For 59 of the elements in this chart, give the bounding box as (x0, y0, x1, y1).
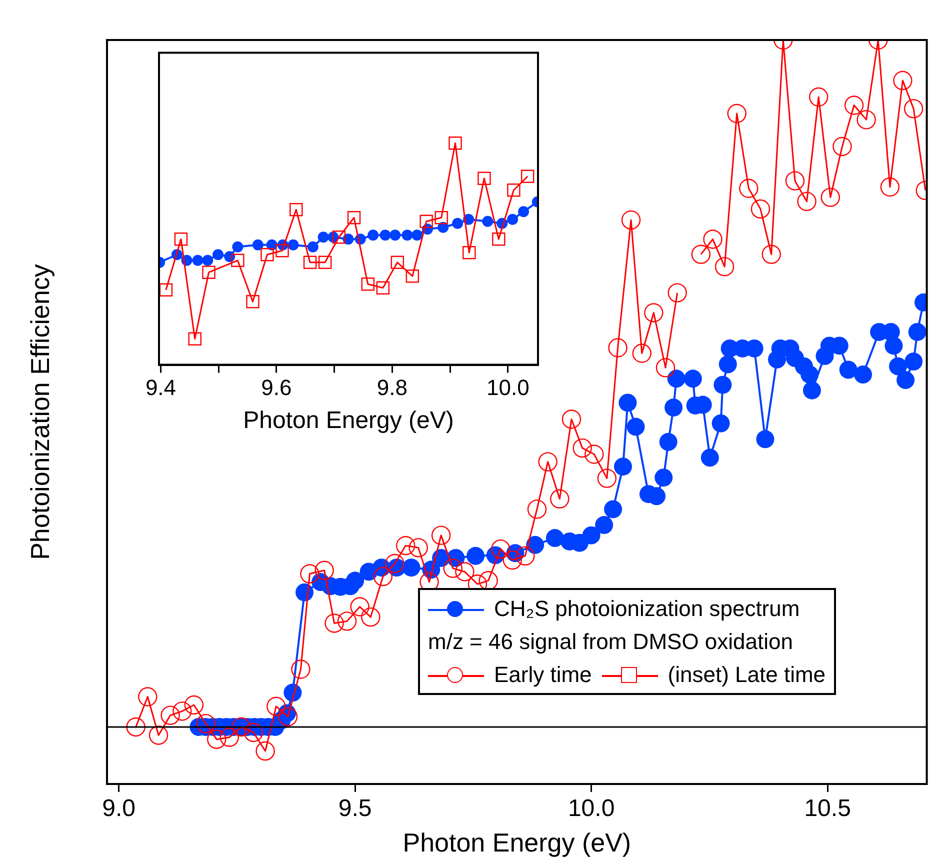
x-tick-label: 9.8 (376, 375, 408, 400)
point (332, 230, 346, 244)
point (246, 295, 260, 308)
point (342, 234, 354, 245)
x-tick-label: 10.0 (568, 795, 615, 822)
point (507, 214, 518, 225)
x-tick-label: 9.6 (261, 375, 292, 400)
point (307, 241, 318, 252)
point (252, 239, 264, 250)
point (462, 246, 476, 260)
point (412, 230, 423, 241)
point (188, 332, 202, 346)
point (518, 206, 530, 218)
point (260, 248, 274, 262)
point (361, 278, 374, 291)
x-tick-label: 10.0 (486, 375, 530, 400)
point (288, 239, 299, 250)
point (368, 230, 379, 241)
legend-label: CH₂S photoionization spectrum (494, 596, 800, 621)
point (452, 218, 464, 229)
point (192, 254, 204, 266)
x-axis-title: Photon Energy (eV) (243, 407, 454, 434)
legend-title: m/z = 46 signal from DMSO oxidation (428, 628, 794, 656)
point (231, 254, 244, 268)
point (303, 256, 317, 270)
point (318, 256, 332, 270)
point (438, 222, 449, 233)
point (290, 203, 303, 216)
x-axis-title: Photon Energy (eV) (402, 828, 632, 858)
x-tick-label: 9.4 (145, 375, 176, 400)
point (406, 270, 420, 283)
point (347, 211, 361, 224)
point (390, 256, 404, 270)
point (520, 170, 534, 183)
y-axis-title: Photoionization Efficiency (25, 264, 56, 560)
point (448, 136, 462, 150)
point (202, 266, 216, 279)
point (478, 172, 491, 185)
point (159, 283, 173, 296)
point (402, 230, 413, 241)
point (174, 232, 188, 246)
point (380, 230, 391, 241)
point (390, 230, 401, 241)
point (212, 249, 224, 260)
point (420, 214, 433, 228)
point (376, 281, 390, 294)
legend-label: (inset) Late time (668, 662, 826, 687)
x-tick-label: 10.5 (804, 795, 851, 822)
point (232, 241, 244, 252)
point (202, 254, 214, 266)
point (482, 216, 494, 227)
point (318, 232, 329, 243)
x-tick-label: 9.5 (338, 795, 372, 822)
legend-label: Early time (494, 662, 592, 687)
point (276, 244, 289, 258)
point (492, 232, 506, 246)
point (507, 184, 520, 197)
x-tick-label: 9.0 (102, 795, 136, 822)
point (434, 211, 448, 224)
